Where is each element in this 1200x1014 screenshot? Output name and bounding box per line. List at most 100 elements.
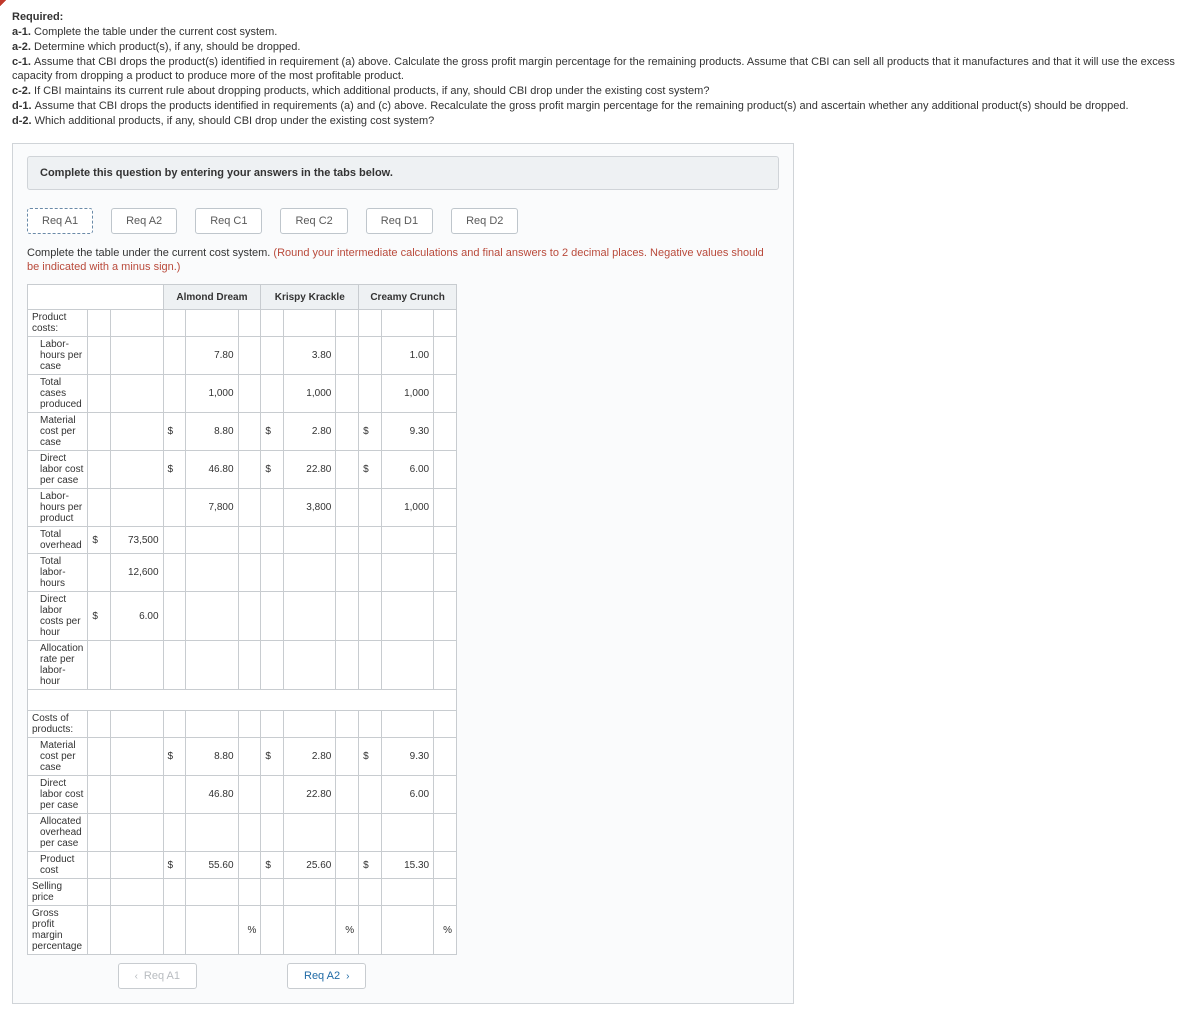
required-line-tag: a-1. — [12, 26, 34, 38]
c1-val[interactable] — [186, 906, 238, 955]
c0-val[interactable] — [111, 879, 164, 906]
next-button[interactable]: Req A2 › — [287, 963, 366, 989]
c3-val[interactable] — [381, 711, 433, 738]
c3-sym — [359, 554, 382, 592]
c0-val[interactable]: 12,600 — [111, 554, 164, 592]
c0-val[interactable] — [111, 375, 164, 413]
c1-pct — [238, 310, 261, 337]
c0-val[interactable] — [111, 906, 164, 955]
c0-val[interactable]: 73,500 — [111, 527, 164, 554]
c2-val[interactable] — [284, 879, 336, 906]
c0-sym — [88, 413, 111, 451]
c1-val[interactable]: 1,000 — [186, 375, 238, 413]
c0-val[interactable] — [111, 310, 164, 337]
c3-val[interactable]: 6.00 — [381, 776, 433, 814]
tab-req-a1[interactable]: Req A1 — [27, 208, 93, 234]
required-line: d-1. Assume that CBI drops the products … — [12, 99, 1188, 114]
c2-val[interactable] — [284, 906, 336, 955]
c2-val[interactable]: 25.60 — [284, 852, 336, 879]
c3-val[interactable] — [381, 527, 433, 554]
c3-pct — [434, 852, 457, 879]
c3-pct — [434, 337, 457, 375]
c1-val[interactable]: 8.80 — [186, 738, 238, 776]
tab-req-c1[interactable]: Req C1 — [195, 208, 262, 234]
c2-val[interactable]: 3.80 — [284, 337, 336, 375]
c1-val[interactable]: 46.80 — [186, 451, 238, 489]
chevron-left-icon: ‹ — [135, 971, 138, 982]
c1-val[interactable] — [186, 310, 238, 337]
c0-val[interactable] — [111, 738, 164, 776]
c0-val[interactable] — [111, 852, 164, 879]
c1-val[interactable] — [186, 711, 238, 738]
c3-sym: $ — [359, 451, 382, 489]
c3-val[interactable] — [381, 814, 433, 852]
c1-val[interactable]: 46.80 — [186, 776, 238, 814]
c3-val[interactable] — [381, 310, 433, 337]
c1-val[interactable] — [186, 641, 238, 690]
c2-val[interactable] — [284, 554, 336, 592]
c3-val[interactable]: 1,000 — [381, 375, 433, 413]
c0-val[interactable]: 6.00 — [111, 592, 164, 641]
c1-val[interactable] — [186, 527, 238, 554]
c2-pct — [336, 527, 359, 554]
tab-req-d1[interactable]: Req D1 — [366, 208, 433, 234]
c1-val[interactable] — [186, 554, 238, 592]
c3-pct — [434, 776, 457, 814]
c3-sym — [359, 879, 382, 906]
c3-val[interactable]: 1.00 — [381, 337, 433, 375]
c1-pct — [238, 554, 261, 592]
c2-val[interactable] — [284, 527, 336, 554]
c3-val[interactable]: 6.00 — [381, 451, 433, 489]
c2-val[interactable]: 2.80 — [284, 413, 336, 451]
c1-pct — [238, 852, 261, 879]
required-line: d-2. Which additional products, if any, … — [12, 114, 1188, 129]
c2-val[interactable] — [284, 310, 336, 337]
c3-val[interactable] — [381, 554, 433, 592]
c3-val[interactable]: 15.30 — [381, 852, 433, 879]
c0-val[interactable] — [111, 413, 164, 451]
c2-val[interactable]: 22.80 — [284, 451, 336, 489]
table-row — [28, 690, 457, 711]
tab-req-c2[interactable]: Req C2 — [280, 208, 347, 234]
c1-val[interactable] — [186, 879, 238, 906]
c1-val[interactable]: 8.80 — [186, 413, 238, 451]
c2-val[interactable]: 1,000 — [284, 375, 336, 413]
c2-val[interactable] — [284, 711, 336, 738]
c3-val[interactable] — [381, 592, 433, 641]
c3-val[interactable]: 9.30 — [381, 738, 433, 776]
c1-val[interactable] — [186, 592, 238, 641]
c1-val[interactable] — [186, 814, 238, 852]
table-row: Material cost per case$8.80$2.80$9.30 — [28, 413, 457, 451]
c0-val[interactable] — [111, 711, 164, 738]
c2-val[interactable]: 3,800 — [284, 489, 336, 527]
c1-val[interactable]: 7,800 — [186, 489, 238, 527]
c3-val[interactable]: 1,000 — [381, 489, 433, 527]
c3-val[interactable] — [381, 879, 433, 906]
prev-button[interactable]: ‹ Req A1 — [118, 963, 197, 989]
c2-val[interactable] — [284, 592, 336, 641]
c1-pct — [238, 413, 261, 451]
c0-sym — [88, 554, 111, 592]
c1-val[interactable]: 55.60 — [186, 852, 238, 879]
tab-req-a2[interactable]: Req A2 — [111, 208, 177, 234]
c3-val[interactable] — [381, 906, 433, 955]
c0-val[interactable] — [111, 776, 164, 814]
c3-val[interactable]: 9.30 — [381, 413, 433, 451]
c1-sym — [163, 337, 186, 375]
c2-sym — [261, 814, 284, 852]
c1-val[interactable]: 7.80 — [186, 337, 238, 375]
c0-val[interactable] — [111, 641, 164, 690]
row-label: Selling price — [28, 879, 88, 906]
c2-val[interactable] — [284, 814, 336, 852]
row-label: Total labor-hours — [28, 554, 88, 592]
c3-sym — [359, 814, 382, 852]
c2-val[interactable] — [284, 641, 336, 690]
c0-val[interactable] — [111, 337, 164, 375]
c2-val[interactable]: 22.80 — [284, 776, 336, 814]
c0-val[interactable] — [111, 814, 164, 852]
c3-val[interactable] — [381, 641, 433, 690]
tab-req-d2[interactable]: Req D2 — [451, 208, 518, 234]
c0-val[interactable] — [111, 489, 164, 527]
c2-val[interactable]: 2.80 — [284, 738, 336, 776]
c0-val[interactable] — [111, 451, 164, 489]
